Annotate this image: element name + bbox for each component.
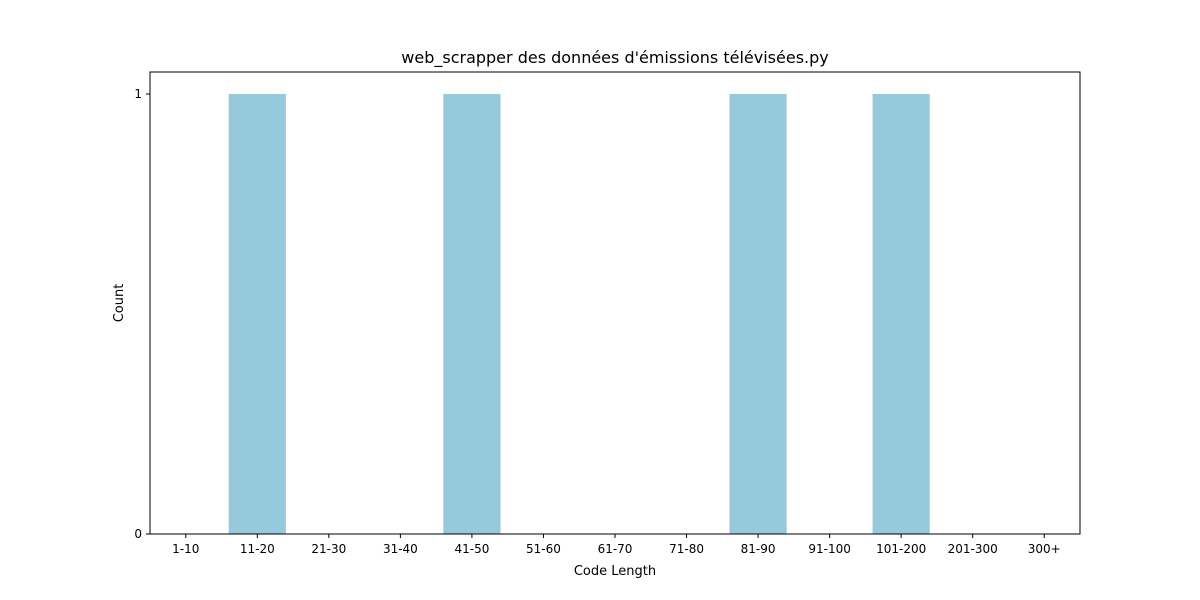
x-tick-label: 11-20 <box>240 542 275 556</box>
plot-frame <box>149 71 1081 535</box>
x-tick-label: 1-10 <box>172 542 199 556</box>
x-tick-label: 201-300 <box>948 542 998 556</box>
bar-101-200 <box>872 94 930 534</box>
x-tick-label: 91-100 <box>808 542 851 556</box>
bar-41-50 <box>443 94 501 534</box>
x-tick-label: 61-70 <box>598 542 633 556</box>
bar-11-20 <box>228 94 286 534</box>
x-tick-label: 51-60 <box>526 542 561 556</box>
x-tick-label: 81-90 <box>741 542 776 556</box>
x-axis-label: Code Length <box>574 564 656 579</box>
x-tick-label: 300+ <box>1028 542 1061 556</box>
x-tick-label: 41-50 <box>454 542 489 556</box>
chart-title: web_scrapper des données d'émissions tél… <box>401 48 828 68</box>
x-tick-label: 101-200 <box>876 542 926 556</box>
bars-group <box>228 94 930 534</box>
y-tick-label: 1 <box>134 87 142 101</box>
y-axis-label: Count <box>112 284 127 323</box>
x-tick-label: 31-40 <box>383 542 418 556</box>
x-tick-label: 21-30 <box>311 542 346 556</box>
x-axis-ticks: 1-10 11-20 21-30 31-40 41-50 51-60 61-70 71-80 8… <box>172 534 1061 556</box>
y-axis-ticks: 01 <box>134 87 150 541</box>
y-tick-label: 0 <box>134 527 142 541</box>
bar-81-90 <box>729 94 787 534</box>
x-tick-label: 71-80 <box>669 542 704 556</box>
